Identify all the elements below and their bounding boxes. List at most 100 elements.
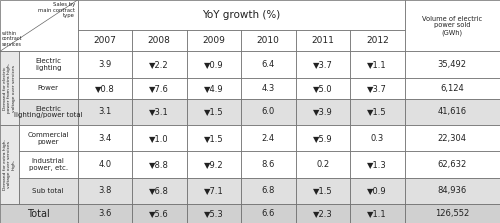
Bar	[132, 151, 186, 178]
Bar	[241, 151, 296, 178]
Bar	[78, 78, 132, 99]
Text: Volume of electric
power sold
(GWh): Volume of electric power sold (GWh)	[422, 16, 482, 36]
Bar	[404, 125, 500, 151]
Text: 6.0: 6.0	[262, 107, 275, 116]
Text: 2010: 2010	[257, 36, 280, 45]
Text: 8.6: 8.6	[262, 160, 275, 169]
Text: ▼1.5: ▼1.5	[368, 107, 387, 116]
Text: Sales by
main contract
type: Sales by main contract type	[38, 2, 75, 18]
Text: 41,616: 41,616	[438, 107, 467, 116]
Text: 22,304: 22,304	[438, 134, 467, 143]
Bar	[19, 178, 78, 204]
Bar	[19, 99, 78, 125]
Bar	[241, 99, 296, 125]
Bar	[78, 51, 132, 78]
Text: ▼1.0: ▼1.0	[150, 134, 169, 143]
Bar	[19, 78, 78, 99]
Text: Electric
lighting/power total: Electric lighting/power total	[14, 105, 82, 118]
Text: ▼9.2: ▼9.2	[204, 160, 224, 169]
Text: ▼1.3: ▼1.3	[368, 160, 387, 169]
Bar	[78, 99, 132, 125]
Bar	[0, 0, 78, 51]
Text: 3.8: 3.8	[98, 186, 112, 195]
Text: 3.1: 3.1	[98, 107, 112, 116]
Bar	[78, 125, 132, 151]
Text: 2008: 2008	[148, 36, 171, 45]
Bar	[296, 125, 350, 151]
Text: 6.6: 6.6	[262, 209, 275, 218]
Text: ▼3.7: ▼3.7	[313, 60, 332, 69]
Text: Demand for extra high-
voltage over services
high-: Demand for extra high- voltage over serv…	[3, 139, 16, 190]
Text: 35,492: 35,492	[438, 60, 467, 69]
Text: 4.0: 4.0	[98, 160, 112, 169]
Text: 2011: 2011	[312, 36, 334, 45]
Bar	[186, 178, 241, 204]
Text: 0.3: 0.3	[370, 134, 384, 143]
Bar	[296, 99, 350, 125]
Text: 2009: 2009	[202, 36, 225, 45]
Text: ▼5.6: ▼5.6	[150, 209, 169, 218]
Text: within
contract
services: within contract services	[2, 31, 22, 47]
Text: 3.4: 3.4	[98, 134, 112, 143]
Bar	[186, 125, 241, 151]
Text: ▼1.1: ▼1.1	[368, 209, 387, 218]
Text: Industrial
power, etc.: Industrial power, etc.	[28, 158, 68, 171]
Bar	[404, 151, 500, 178]
Text: ▼1.1: ▼1.1	[368, 60, 387, 69]
Bar	[132, 30, 186, 51]
Text: 6,124: 6,124	[440, 84, 464, 93]
Text: Electric
lighting: Electric lighting	[35, 58, 62, 71]
Bar	[296, 204, 350, 223]
Bar	[19, 51, 78, 78]
Bar	[132, 99, 186, 125]
Bar	[241, 204, 296, 223]
Text: ▼6.8: ▼6.8	[150, 186, 169, 195]
Text: ▼2.3: ▼2.3	[313, 209, 332, 218]
Bar	[132, 51, 186, 78]
Text: 84,936: 84,936	[438, 186, 467, 195]
Bar	[186, 51, 241, 78]
Text: ▼5.3: ▼5.3	[204, 209, 224, 218]
Text: ▼0.8: ▼0.8	[95, 84, 114, 93]
Bar	[78, 0, 404, 30]
Bar	[296, 30, 350, 51]
Bar	[132, 78, 186, 99]
Text: ▼3.1: ▼3.1	[150, 107, 169, 116]
Text: 2007: 2007	[94, 36, 116, 45]
Bar	[404, 0, 500, 51]
Text: 3.6: 3.6	[98, 209, 112, 218]
Text: Power: Power	[38, 85, 59, 91]
Bar	[296, 178, 350, 204]
Bar	[241, 78, 296, 99]
Bar	[0, 51, 19, 125]
Text: 0.2: 0.2	[316, 160, 330, 169]
Text: 2012: 2012	[366, 36, 388, 45]
Text: ▼5.0: ▼5.0	[313, 84, 332, 93]
Bar	[19, 151, 78, 178]
Bar	[132, 125, 186, 151]
Text: 126,552: 126,552	[435, 209, 470, 218]
Text: ▼3.7: ▼3.7	[368, 84, 387, 93]
Bar	[186, 99, 241, 125]
Bar	[0, 204, 78, 223]
Bar	[296, 151, 350, 178]
Bar	[78, 30, 132, 51]
Bar	[350, 151, 405, 178]
Bar	[404, 204, 500, 223]
Text: Commercial
power: Commercial power	[28, 132, 69, 145]
Bar	[241, 30, 296, 51]
Bar	[132, 204, 186, 223]
Text: 2.4: 2.4	[262, 134, 275, 143]
Text: 6.4: 6.4	[262, 60, 275, 69]
Text: Total: Total	[28, 209, 50, 219]
Text: ▼1.5: ▼1.5	[313, 186, 332, 195]
Bar	[350, 204, 405, 223]
Bar	[404, 78, 500, 99]
Text: Sub total: Sub total	[32, 188, 64, 194]
Bar	[404, 178, 500, 204]
Bar	[19, 125, 78, 151]
Text: ▼7.6: ▼7.6	[150, 84, 169, 93]
Bar	[78, 151, 132, 178]
Bar	[0, 125, 19, 204]
Bar	[350, 30, 405, 51]
